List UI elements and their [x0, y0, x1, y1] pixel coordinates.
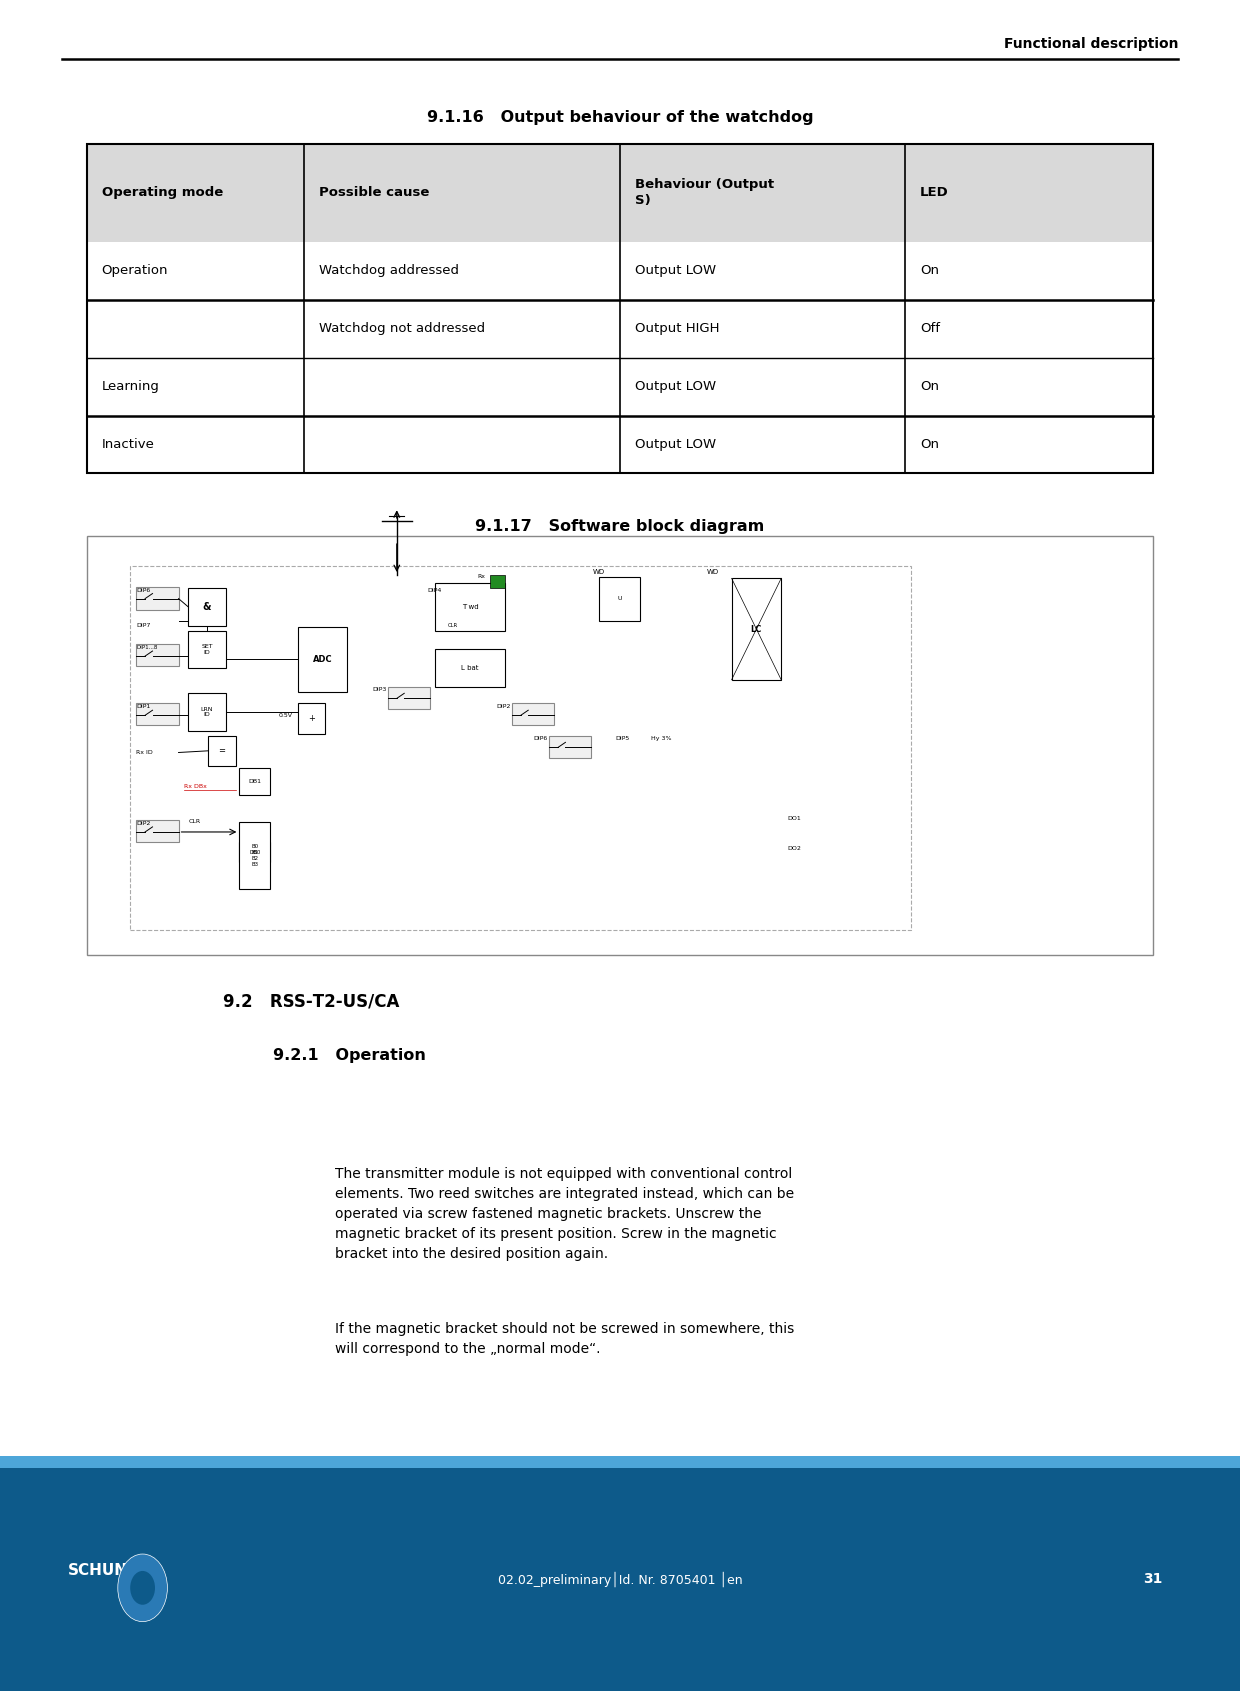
Text: DIP4: DIP4 — [428, 588, 443, 592]
Text: DIP6: DIP6 — [136, 588, 150, 592]
Bar — [298, 703, 325, 734]
Text: DIP2: DIP2 — [136, 822, 151, 825]
Text: 9.1.16   Output behaviour of the watchdog: 9.1.16 Output behaviour of the watchdog — [427, 110, 813, 125]
Bar — [732, 578, 781, 680]
Text: If the magnetic bracket should not be screwed in somewhere, this
will correspond: If the magnetic bracket should not be sc… — [335, 1322, 794, 1356]
Bar — [512, 703, 554, 725]
Bar — [298, 627, 347, 692]
Text: 9.2.1   Operation: 9.2.1 Operation — [273, 1048, 425, 1064]
Bar — [599, 577, 640, 621]
Bar — [490, 575, 505, 588]
Text: Functional description: Functional description — [1003, 37, 1178, 51]
Text: 9.2   RSS‑T2‑US/CA: 9.2 RSS‑T2‑US/CA — [223, 993, 399, 1011]
Text: DIP1...8: DIP1...8 — [136, 646, 157, 649]
Text: WD: WD — [593, 568, 605, 575]
Bar — [239, 822, 270, 889]
Bar — [549, 736, 591, 758]
Bar — [435, 649, 505, 687]
Text: Behaviour (Output
S): Behaviour (Output S) — [635, 178, 774, 208]
Text: Operating mode: Operating mode — [102, 186, 223, 200]
Text: =: = — [218, 746, 226, 756]
Bar — [239, 842, 270, 862]
Text: On: On — [920, 438, 939, 451]
Bar — [239, 768, 270, 795]
Circle shape — [118, 1554, 167, 1622]
Bar — [188, 588, 226, 626]
Text: On: On — [920, 264, 939, 277]
Text: Inactive: Inactive — [102, 438, 155, 451]
Bar — [136, 587, 179, 610]
Text: DO1: DO1 — [787, 817, 801, 820]
Text: CLR: CLR — [188, 820, 201, 824]
Text: DO2: DO2 — [787, 847, 801, 851]
Text: Possible cause: Possible cause — [319, 186, 429, 200]
Text: Output LOW: Output LOW — [635, 438, 715, 451]
Text: Rx ID: Rx ID — [136, 751, 154, 754]
Text: 9.1.17   Software block diagram: 9.1.17 Software block diagram — [475, 519, 765, 534]
Bar — [388, 687, 430, 709]
Text: The transmitter module is not equipped with conventional control
elements. Two r: The transmitter module is not equipped w… — [335, 1167, 794, 1261]
Text: DIP7: DIP7 — [136, 624, 151, 627]
Text: Watchdog addressed: Watchdog addressed — [319, 264, 459, 277]
Text: Output LOW: Output LOW — [635, 264, 715, 277]
Bar — [0, 1456, 1240, 1468]
Text: Rx DBx: Rx DBx — [184, 785, 206, 788]
Text: SCHUNK: SCHUNK — [68, 1564, 140, 1578]
Bar — [87, 536, 1153, 955]
Circle shape — [130, 1571, 155, 1605]
Text: U: U — [618, 597, 621, 600]
Text: ADC: ADC — [312, 654, 332, 665]
Text: +: + — [308, 714, 315, 724]
Bar — [87, 144, 1153, 242]
Bar — [0, 1468, 1240, 1691]
Text: DIP1: DIP1 — [136, 705, 150, 709]
Text: L bat: L bat — [461, 665, 479, 671]
Text: B0
B1
B2
B3: B0 B1 B2 B3 — [252, 844, 258, 867]
Text: DIP5: DIP5 — [615, 737, 629, 741]
Text: 0.5V: 0.5V — [279, 714, 293, 717]
Text: DIP3: DIP3 — [372, 688, 387, 692]
Text: 02.02_preliminary│Id. Nr. 8705401 │en: 02.02_preliminary│Id. Nr. 8705401 │en — [497, 1571, 743, 1588]
Bar — [435, 583, 505, 631]
Text: LRN
ID: LRN ID — [201, 707, 213, 717]
Text: Output HIGH: Output HIGH — [635, 323, 719, 335]
Text: CLR: CLR — [448, 624, 458, 627]
Bar — [136, 644, 179, 666]
Text: T wd: T wd — [461, 604, 479, 610]
Text: SET
ID: SET ID — [201, 644, 213, 654]
Text: Rx: Rx — [477, 575, 485, 578]
Text: DB0: DB0 — [249, 851, 260, 854]
Bar — [87, 144, 1153, 473]
Text: Learning: Learning — [102, 380, 160, 392]
Text: DIP6: DIP6 — [533, 737, 547, 741]
Text: Watchdog not addressed: Watchdog not addressed — [319, 323, 485, 335]
Bar — [130, 566, 911, 930]
Text: DB1: DB1 — [248, 780, 262, 783]
Text: LC: LC — [750, 624, 763, 634]
Text: DIP2: DIP2 — [496, 705, 511, 709]
Text: Hy 3%: Hy 3% — [651, 737, 672, 741]
Text: Operation: Operation — [102, 264, 169, 277]
Text: &: & — [203, 602, 211, 612]
Bar — [136, 703, 179, 725]
Bar — [188, 693, 226, 731]
Bar — [188, 631, 226, 668]
Text: 31: 31 — [1143, 1573, 1163, 1586]
Bar — [136, 820, 179, 842]
Bar — [208, 736, 236, 766]
Text: Off: Off — [920, 323, 940, 335]
Text: LED: LED — [920, 186, 949, 200]
Text: On: On — [920, 380, 939, 392]
Text: Output LOW: Output LOW — [635, 380, 715, 392]
Text: WD: WD — [707, 568, 719, 575]
